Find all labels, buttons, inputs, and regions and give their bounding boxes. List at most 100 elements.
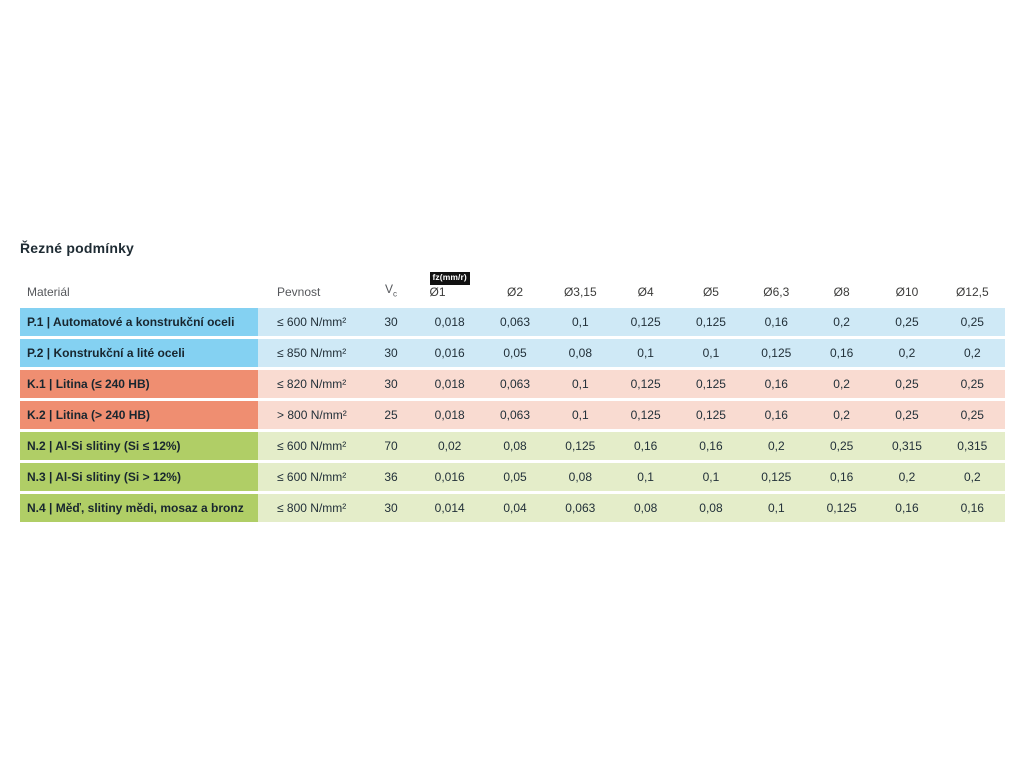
vc-label-subscript: c <box>393 289 397 299</box>
table-row: N.4 | Měď, slitiny mědi, mosaz a bronz ≤ … <box>20 494 1005 522</box>
feed-value-cell: 0,1 <box>678 339 744 367</box>
material-cell: N.3 | Al-Si slitiny (Si > 12%) <box>20 463 258 491</box>
diameter-header-stack: Ø12,5 <box>956 285 989 299</box>
cutting-speed-cell: 30 <box>365 494 417 522</box>
feed-value-cell: 0,018 <box>417 308 483 336</box>
feed-value-cell: 0,16 <box>874 494 940 522</box>
cutting-speed-cell: 70 <box>365 432 417 460</box>
column-header-diameter: Ø10 <box>874 284 939 299</box>
diameter-header-label: Ø3,15 <box>563 284 597 299</box>
table-row: P.1 | Automatové a konstrukční oceli ≤ 60… <box>20 308 1005 336</box>
strength-cell: > 800 N/mm² <box>258 401 365 429</box>
feed-value-cell: 0,02 <box>417 432 483 460</box>
material-cell: P.1 | Automatové a konstrukční oceli <box>20 308 258 336</box>
column-header-diameter: Ø3,15 <box>548 284 613 299</box>
feed-value-cell: 0,014 <box>417 494 483 522</box>
feed-value-cell: 0,125 <box>547 432 613 460</box>
material-cell: P.2 | Konstrukční a lité oceli <box>20 339 258 367</box>
feed-value-cell: 0,2 <box>939 339 1005 367</box>
feed-value-cell: 0,1 <box>743 494 809 522</box>
feed-value-cell: 0,016 <box>417 463 483 491</box>
feed-value-cell: 0,125 <box>743 339 809 367</box>
cutting-speed-cell: 25 <box>365 401 417 429</box>
feed-value-cell: 0,1 <box>547 308 613 336</box>
diameter-header-stack: Ø2 <box>506 284 523 299</box>
cutting-speed-cell: 30 <box>365 370 417 398</box>
diameter-header-label: Ø5 <box>702 284 719 299</box>
feed-value-cell: 0,063 <box>547 494 613 522</box>
feed-value-cell: 0,1 <box>612 339 679 367</box>
diameter-header-label: Ø2 <box>506 284 523 299</box>
column-header-diameter: Ø8 <box>809 284 874 299</box>
feed-value-cell: 0,08 <box>547 463 613 491</box>
column-header-material: Materiál <box>27 284 70 299</box>
column-header-diameter: Ø6,3 <box>744 284 809 299</box>
feed-value-cell: 0,2 <box>808 308 875 336</box>
feed-value-cell: 0,063 <box>482 308 548 336</box>
feed-value-cell: 0,16 <box>939 494 1005 522</box>
feed-value-cell: 0,1 <box>547 370 613 398</box>
feed-value-cell: 0,08 <box>547 339 613 367</box>
strength-cell: ≤ 800 N/mm² <box>258 494 365 522</box>
strength-cell: ≤ 820 N/mm² <box>258 370 365 398</box>
cutting-conditions-table: Materiál Pevnost Vc fz(mm/r) Ø1 Ø2 Ø3,15 Ø4 Ø… <box>20 264 1005 522</box>
diameter-header-stack: Ø4 <box>637 284 654 299</box>
feed-value-cell: 0,16 <box>808 463 875 491</box>
page-title: Řezné podmínky <box>20 240 135 256</box>
feed-value-cell: 0,16 <box>743 308 809 336</box>
cutting-speed-cell: 30 <box>365 339 417 367</box>
feed-value-cell: 0,25 <box>874 370 940 398</box>
strength-cell: ≤ 850 N/mm² <box>258 339 365 367</box>
material-cell: K.1 | Litina (≤ 240 HB) <box>20 370 258 398</box>
column-header-strength: Pevnost <box>277 284 321 299</box>
feed-value-cell: 0,05 <box>482 339 548 367</box>
column-header-diameter: Ø2 <box>482 284 547 299</box>
feed-value-cell: 0,315 <box>939 432 1005 460</box>
diameter-header-stack: Ø10 <box>895 284 919 299</box>
material-cell: N.4 | Měď, slitiny mědi, mosaz a bronz <box>20 494 258 522</box>
cutting-speed-cell: 36 <box>365 463 417 491</box>
column-header-diameter: Ø4 <box>613 284 678 299</box>
feed-value-cell: 0,25 <box>874 401 940 429</box>
feed-value-cell: 0,25 <box>939 308 1005 336</box>
diameter-header-label: Ø6,3 <box>763 284 790 299</box>
feed-value-cell: 0,25 <box>939 401 1005 429</box>
diameter-header-label: Ø8 <box>833 284 850 299</box>
feed-value-cell: 0,08 <box>482 432 548 460</box>
diameter-header-stack: Ø8 <box>833 284 850 299</box>
diameter-header-stack: fz(mm/r) Ø1 <box>429 272 470 299</box>
strength-cell: ≤ 600 N/mm² <box>258 432 365 460</box>
feed-unit-badge: fz(mm/r) <box>429 272 470 285</box>
table-header-row: Materiál Pevnost Vc fz(mm/r) Ø1 Ø2 Ø3,15 Ø4 Ø… <box>20 264 1005 305</box>
diameter-header-label: Ø1 <box>429 284 446 299</box>
feed-value-cell: 0,08 <box>678 494 744 522</box>
feed-value-cell: 0,25 <box>939 370 1005 398</box>
feed-value-cell: 0,25 <box>808 432 875 460</box>
feed-value-cell: 0,016 <box>417 339 483 367</box>
strength-cell: ≤ 600 N/mm² <box>258 308 365 336</box>
diameter-header-label: Ø4 <box>637 284 654 299</box>
feed-value-cell: 0,063 <box>482 401 548 429</box>
feed-value-cell: 0,04 <box>482 494 548 522</box>
feed-value-cell: 0,05 <box>482 463 548 491</box>
feed-value-cell: 0,2 <box>874 339 940 367</box>
diameter-header-label: Ø10 <box>895 284 919 299</box>
strength-cell: ≤ 600 N/mm² <box>258 463 365 491</box>
feed-value-cell: 0,25 <box>874 308 940 336</box>
table-row: N.2 | Al-Si slitiny (Si ≤ 12%) ≤ 600 N/mm… <box>20 432 1005 460</box>
feed-value-cell: 0,125 <box>678 370 744 398</box>
feed-value-cell: 0,125 <box>678 401 744 429</box>
feed-value-cell: 0,018 <box>417 370 483 398</box>
feed-value-cell: 0,315 <box>874 432 940 460</box>
feed-value-cell: 0,2 <box>939 463 1005 491</box>
material-cell: K.2 | Litina (> 240 HB) <box>20 401 258 429</box>
diameter-header-stack: Ø6,3 <box>763 284 790 299</box>
column-header-diameter: Ø12,5 <box>940 285 1005 299</box>
feed-value-cell: 0,125 <box>743 463 809 491</box>
feed-value-cell: 0,16 <box>743 401 809 429</box>
material-cell: N.2 | Al-Si slitiny (Si ≤ 12%) <box>20 432 258 460</box>
feed-value-cell: 0,125 <box>612 370 679 398</box>
feed-value-cell: 0,125 <box>612 308 679 336</box>
diameter-header-stack: Ø3,15 <box>563 284 597 299</box>
